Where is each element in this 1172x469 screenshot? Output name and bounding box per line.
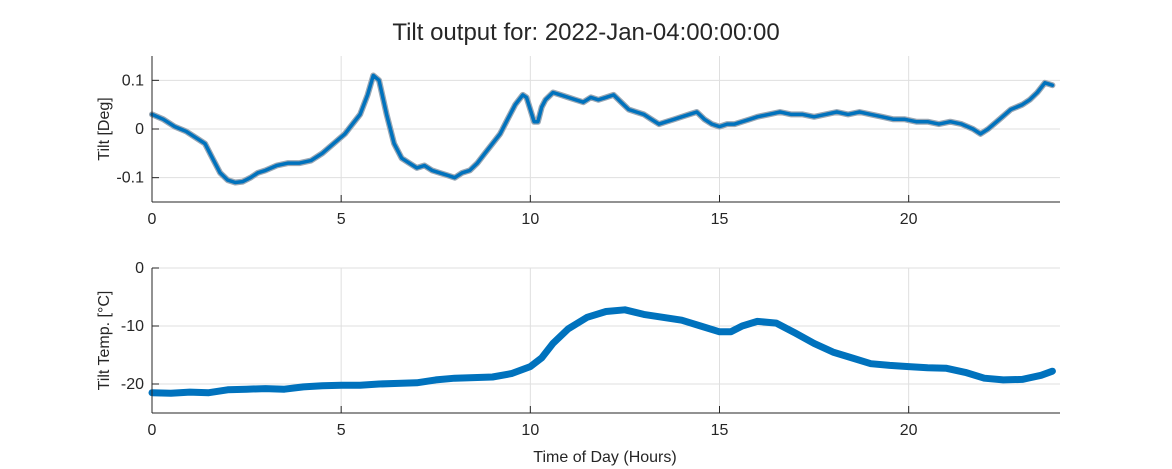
temp-x-tick-label: 0 [148,422,157,439]
temp-x-tick-label: 5 [337,422,346,439]
x-axis-label: Time of Day (Hours) [533,449,676,466]
tilt-axes: 0 5 10 15 20 -0.1 0 0.1 Tilt [Deg] [96,56,1060,228]
tilt-x-tick-label: 0 [148,211,157,228]
tilt-y-axis-label: Tilt [Deg] [96,97,113,160]
temp-x-tick-label: 10 [521,422,539,439]
temp-y-tick-label: -20 [121,376,144,393]
temp-y-axis-label: Tilt Temp. [°C] [96,291,113,391]
tilt-x-tick-label: 15 [711,211,729,228]
temp-y-tick-label: 0 [135,260,144,277]
tilt-y-tick-label: -0.1 [116,170,144,187]
tilt-x-tick-label: 5 [337,211,346,228]
temp-y-tick-label: -10 [121,318,144,335]
tilt-y-tick-label: 0 [135,121,144,138]
temperature-axes: 0 5 10 15 20 -20 -10 0 Tilt Temp. [°C] [96,260,1060,439]
figure-title: Tilt output for: 2022-Jan-04:00:00:00 [392,19,779,46]
tilt-series-line [150,73,1055,185]
tilt-x-tick-label: 10 [521,211,539,228]
tilt-y-tick-label: 0.1 [122,72,144,89]
temp-x-tick-label: 15 [711,422,729,439]
tilt-x-tick-label: 20 [900,211,918,228]
temp-series-line [148,306,1056,397]
temp-x-tick-label: 20 [900,422,918,439]
